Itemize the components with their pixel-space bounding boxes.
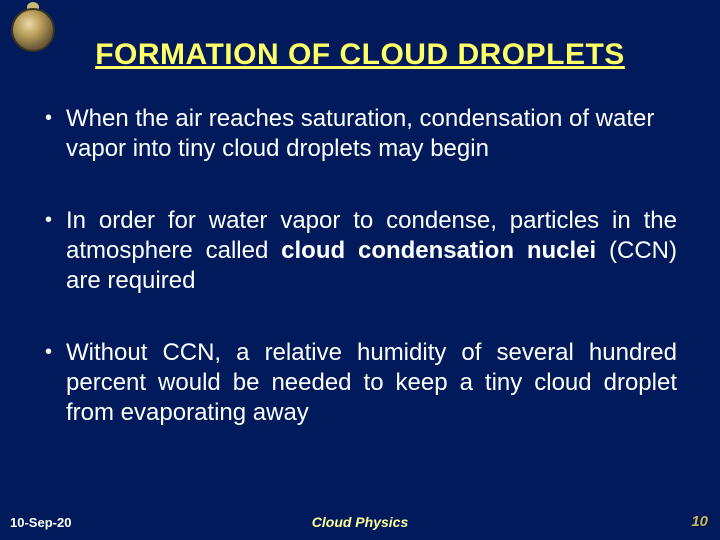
bullet-marker-icon: • bbox=[45, 206, 52, 235]
bullet-marker-icon: • bbox=[45, 104, 52, 133]
bullet-text: In order for water vapor to condense, pa… bbox=[66, 206, 677, 296]
bullet-item: • Without CCN, a relative humidity of se… bbox=[43, 338, 677, 428]
bullet-item: • When the air reaches saturation, conde… bbox=[43, 104, 677, 164]
emblem-logo bbox=[8, 8, 58, 58]
bullet-item: • In order for water vapor to condense, … bbox=[43, 206, 677, 296]
bullet-marker-icon: • bbox=[45, 338, 52, 367]
footer-date: 10-Sep-20 bbox=[10, 515, 71, 530]
slide-title: FORMATION OF CLOUD DROPLETS bbox=[35, 38, 685, 72]
bold-term: cloud condensation nuclei bbox=[281, 237, 596, 264]
bullet-text: Without CCN, a relative humidity of seve… bbox=[66, 338, 677, 428]
slide: FORMATION OF CLOUD DROPLETS • When the a… bbox=[0, 0, 720, 540]
slide-body: • When the air reaches saturation, conde… bbox=[35, 104, 685, 428]
footer-subject: Cloud Physics bbox=[312, 514, 408, 530]
footer-page-number: 10 bbox=[691, 513, 708, 530]
bullet-text: When the air reaches saturation, condens… bbox=[66, 104, 677, 164]
slide-footer: 10-Sep-20 Cloud Physics 10 bbox=[0, 513, 720, 530]
